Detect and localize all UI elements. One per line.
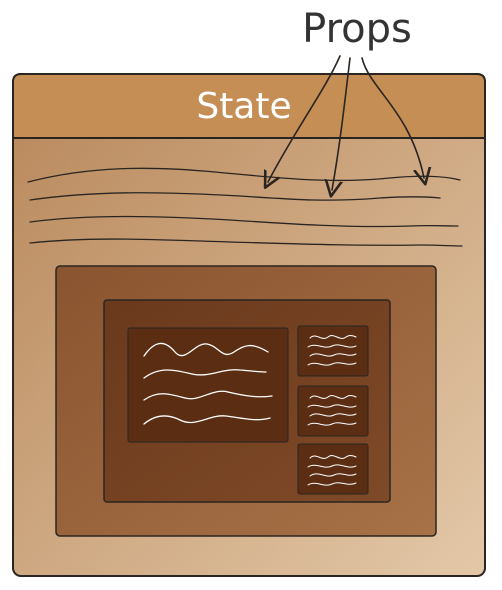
- wavy-line-icon: [29, 215, 459, 228]
- main-content-block: [127, 327, 289, 443]
- side-block-1-lines: [307, 334, 357, 366]
- inner-card: [103, 299, 391, 503]
- wavy-line-icon: [309, 394, 357, 399]
- wavy-line-icon: [307, 344, 357, 348]
- state-title: State: [196, 86, 291, 127]
- wavy-line-icon: [309, 454, 357, 459]
- side-block-2: [297, 385, 369, 437]
- wavy-line-icon: [307, 404, 357, 408]
- wavy-line-icon: [309, 334, 357, 339]
- side-block-3-lines: [307, 454, 357, 486]
- main-content-lines: [143, 342, 273, 425]
- wavy-line-icon: [307, 482, 357, 486]
- side-block-2-lines: [307, 394, 357, 426]
- curved-arrow-icon: [268, 55, 341, 182]
- side-block-3: [297, 443, 369, 495]
- wavy-line-icon: [143, 369, 267, 379]
- wavy-line-icon: [307, 362, 357, 366]
- curved-arrow-icon: [361, 57, 424, 178]
- wavy-line-icon: [143, 342, 269, 357]
- curved-arrow-icon: [332, 57, 351, 190]
- wavy-line-icon: [307, 422, 357, 426]
- side-block-1: [297, 325, 369, 377]
- wavy-line-icon: [29, 192, 441, 201]
- wavy-line-icon: [143, 390, 273, 401]
- wavy-line-icon: [309, 353, 357, 357]
- wavy-line-icon: [143, 415, 271, 425]
- wavy-line-icon: [309, 473, 357, 477]
- wavy-line-icon: [309, 413, 357, 417]
- props-label: Props: [302, 6, 412, 52]
- wavy-line-icon: [29, 238, 463, 247]
- props-arrows: [268, 55, 424, 190]
- wavy-line-icon: [307, 464, 357, 468]
